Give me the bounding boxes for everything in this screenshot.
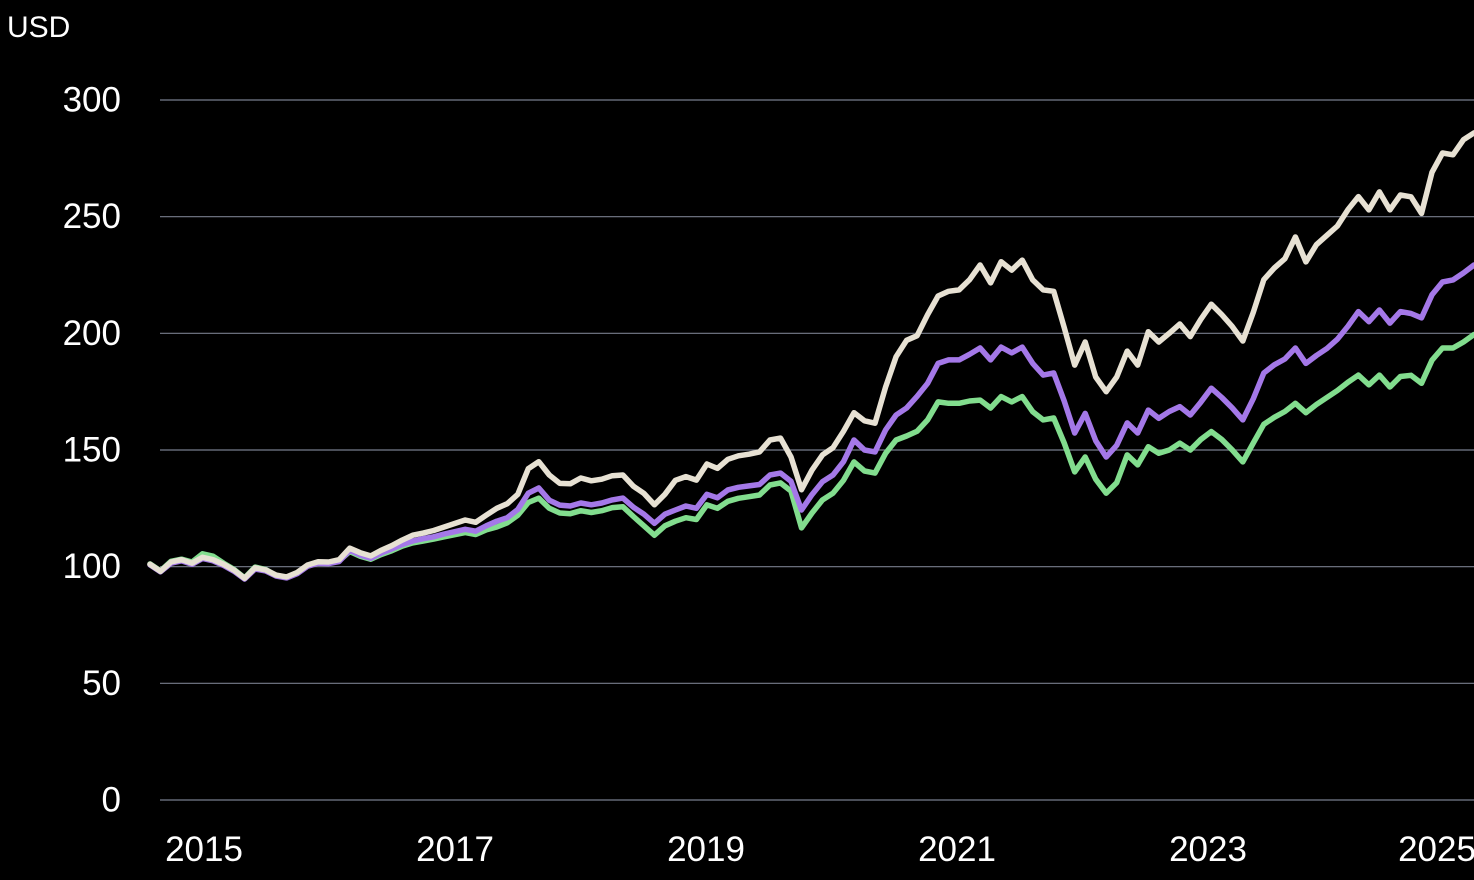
y-axis-unit-label: USD	[7, 11, 70, 44]
label-layer: 0 50 100 150 200 250 300 USD 2015 2017 2019 2021 202…	[7, 11, 1474, 869]
x-tick-label: 2023	[1169, 830, 1247, 869]
series-line-beige	[147, 130, 1474, 582]
y-tick-label: 100	[63, 547, 121, 586]
x-tick-label: 2019	[667, 830, 745, 869]
y-tick-label: 300	[63, 81, 121, 120]
y-tick-label: 50	[82, 664, 121, 703]
x-tick-label: 2015	[165, 830, 243, 869]
grid-layer	[160, 99, 1474, 801]
y-tick-label: 200	[63, 314, 121, 353]
x-tick-label: 2021	[918, 830, 996, 869]
y-tick-label: 250	[63, 197, 121, 236]
y-tick-label: 0	[102, 781, 121, 820]
x-tick-label: 2025	[1398, 830, 1474, 869]
series-line-purple	[147, 262, 1474, 582]
y-tick-label: 150	[63, 431, 121, 470]
series-layer	[147, 130, 1474, 582]
x-tick-label: 2017	[416, 830, 494, 869]
series-line-green	[147, 331, 1474, 581]
